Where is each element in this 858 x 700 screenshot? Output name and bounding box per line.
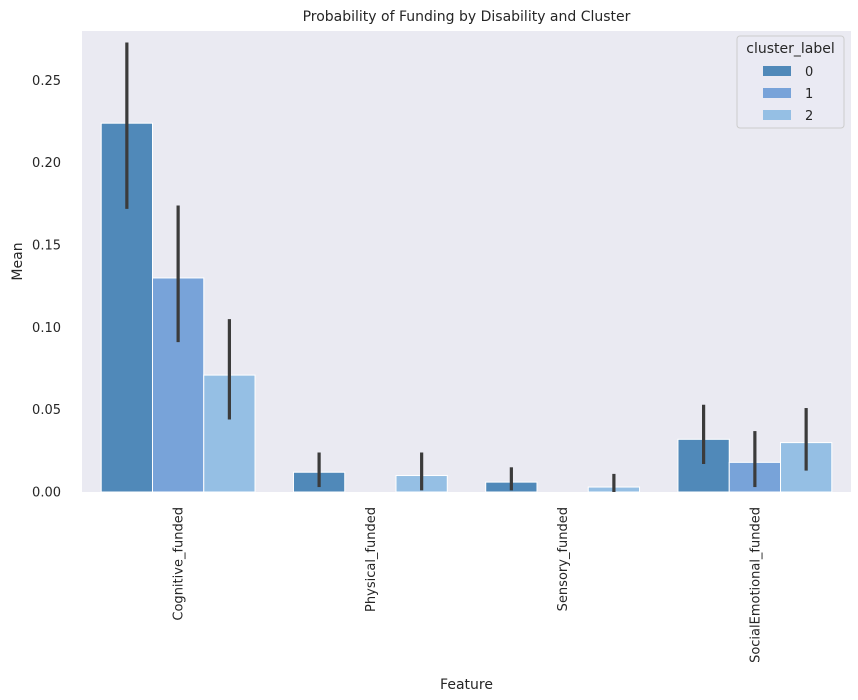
x-tick-label: SocialEmotional_funded [748,507,763,663]
y-tick-label: 0.10 [32,321,61,336]
x-tick-label: Sensory_funded [556,507,571,611]
x-tick-label: Cognitive_funded [172,507,187,621]
x-axis-label: Feature [440,677,493,693]
y-tick-label: 0.05 [32,403,61,418]
legend-swatch-cluster-2 [763,110,791,120]
y-tick-label: 0.00 [32,486,61,501]
legend-box [736,35,845,129]
legend-label-cluster-2: 2 [805,109,813,124]
x-axis-ticks: Cognitive_funded Physical_funded Sensory_f… [172,507,764,663]
y-axis-ticks: 0.00 0.05 0.10 0.15 0.20 0.25 [32,74,61,501]
legend-swatch-cluster-1 [763,88,791,98]
chart-title: Probability of Funding by Disability and… [303,9,631,25]
legend-label-cluster-1: 1 [805,87,813,102]
y-tick-label: 0.25 [32,74,61,89]
legend-label-cluster-0: 0 [805,65,813,80]
y-tick-label: 0.20 [32,156,61,171]
legend-title: cluster_label [746,41,834,57]
legend: cluster_label 0 1 2 [736,35,845,129]
x-tick-label: Physical_funded [364,507,379,612]
error-bars-group [125,42,808,492]
y-tick-label: 0.15 [32,239,61,254]
y-axis-label: Mean [10,242,26,280]
legend-swatch-cluster-0 [763,66,791,76]
legend-items: 0 1 2 [763,65,813,124]
